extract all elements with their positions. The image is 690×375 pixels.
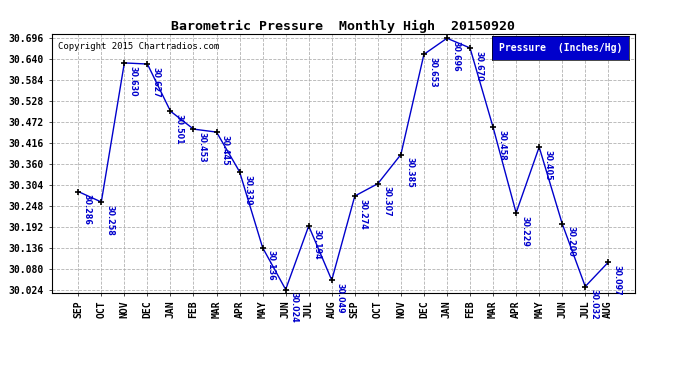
- Text: 30.258: 30.258: [106, 205, 115, 236]
- Text: 30.630: 30.630: [128, 66, 137, 96]
- Text: 30.286: 30.286: [82, 194, 91, 225]
- Text: 30.032: 30.032: [589, 289, 598, 320]
- Text: 30.024: 30.024: [290, 292, 299, 323]
- Text: 30.194: 30.194: [313, 229, 322, 260]
- Text: 30.453: 30.453: [197, 132, 206, 162]
- Text: Copyright 2015 Chartradios.com: Copyright 2015 Chartradios.com: [57, 42, 219, 51]
- Text: 30.696: 30.696: [451, 41, 460, 72]
- Text: 30.385: 30.385: [405, 157, 414, 188]
- Text: 30.501: 30.501: [175, 114, 184, 144]
- Title: Barometric Pressure  Monthly High  20150920: Barometric Pressure Monthly High 2015092…: [171, 20, 515, 33]
- Text: 30.405: 30.405: [543, 150, 552, 180]
- Text: 30.445: 30.445: [221, 135, 230, 165]
- Text: 30.097: 30.097: [613, 265, 622, 296]
- Text: 30.458: 30.458: [497, 130, 506, 161]
- Text: 30.307: 30.307: [382, 186, 391, 217]
- Text: 30.274: 30.274: [359, 199, 368, 230]
- Text: 30.229: 30.229: [520, 216, 529, 246]
- Text: 30.049: 30.049: [336, 283, 345, 314]
- Text: 30.200: 30.200: [566, 226, 575, 257]
- Text: 30.339: 30.339: [244, 174, 253, 205]
- Text: 30.136: 30.136: [267, 251, 276, 281]
- Text: 30.627: 30.627: [152, 67, 161, 98]
- Text: 30.670: 30.670: [474, 51, 483, 81]
- Text: 30.653: 30.653: [428, 57, 437, 88]
